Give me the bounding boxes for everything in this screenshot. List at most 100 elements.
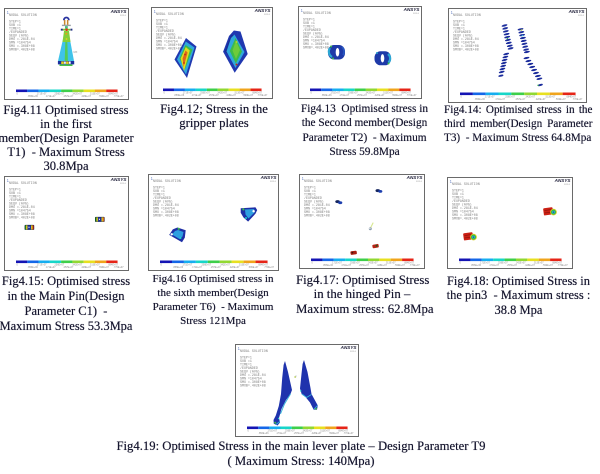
svg-text:SMN =104754: SMN =104754 (9, 40, 31, 44)
svg-text:R13.0: R13.0 (264, 14, 271, 16)
svg-text:.684E+07: .684E+07 (404, 262, 415, 265)
svg-text:SUB =1: SUB =1 (9, 191, 21, 195)
svg-text:.770E+07: .770E+07 (257, 94, 268, 97)
svg-text:.257E+07: .257E+07 (293, 432, 304, 435)
svg-text:.428E+07: .428E+07 (81, 266, 92, 269)
svg-text:0: 0 (17, 264, 19, 267)
svg-text:.599E+07: .599E+07 (555, 98, 566, 101)
svg-text:SMN =104754: SMN =104754 (9, 208, 31, 212)
svg-text:TIME=1: TIME=1 (304, 192, 316, 196)
svg-text:.256E+07: .256E+07 (505, 96, 516, 99)
svg-text:TIME=1: TIME=1 (9, 194, 21, 198)
svg-text:/EXPANDED: /EXPANDED (240, 366, 258, 370)
svg-text:TIME=1: TIME=1 (153, 192, 165, 196)
svg-text:.257E+07: .257E+07 (515, 98, 526, 101)
svg-text:.770E+07: .770E+07 (113, 95, 124, 98)
svg-text:SMXB=.402E+08: SMXB=.402E+08 (9, 215, 35, 219)
svg-text:.513E+07: .513E+07 (385, 262, 396, 265)
svg-text:.171E+07: .171E+07 (484, 96, 495, 99)
svg-text:SEQV (AVG): SEQV (AVG) (304, 199, 324, 203)
svg-text:TIME=1: TIME=1 (452, 195, 464, 199)
svg-text:MX: MX (74, 50, 78, 54)
svg-text:1: 1 (450, 179, 453, 184)
svg-text:SEQV (AVG): SEQV (AVG) (9, 201, 29, 205)
svg-text:.428E+07: .428E+07 (374, 94, 385, 97)
svg-text:DMX =.281E-04: DMX =.281E-04 (453, 37, 479, 41)
svg-text:STEP=1: STEP=1 (303, 17, 315, 21)
svg-text:.257E+07: .257E+07 (359, 264, 370, 267)
svg-text:.770E+07: .770E+07 (113, 266, 124, 269)
svg-text:0: 0 (312, 262, 314, 265)
svg-text:R13.0: R13.0 (120, 15, 127, 17)
svg-text:SMN =104754: SMN =104754 (156, 39, 178, 43)
svg-text:SMX =.308E+08: SMX =.308E+08 (9, 44, 35, 48)
svg-text:.171E+07: .171E+07 (276, 432, 287, 435)
svg-text:SMX =.308E+08: SMX =.308E+08 (9, 212, 35, 216)
svg-text:.599E+07: .599E+07 (243, 94, 254, 97)
svg-text:.770E+07: .770E+07 (343, 432, 354, 435)
svg-text:0: 0 (161, 264, 163, 267)
svg-text:/EXPANDED: /EXPANDED (304, 196, 322, 200)
svg-text:SEQV (AVG): SEQV (AVG) (156, 32, 176, 36)
svg-text:SMX =.308E+08: SMX =.308E+08 (240, 380, 266, 384)
svg-text:.513E+07: .513E+07 (238, 264, 249, 267)
svg-text:DMX =.281E-04: DMX =.281E-04 (9, 37, 35, 41)
svg-text:0: 0 (460, 262, 462, 265)
svg-text:NODAL SOLUTION: NODAL SOLUTION (9, 181, 37, 185)
svg-text:.342E+07: .342E+07 (217, 92, 228, 95)
svg-text:SEQV (AVG): SEQV (AVG) (153, 199, 173, 203)
svg-text:TIME=1: TIME=1 (453, 26, 465, 30)
svg-text:.599E+07: .599E+07 (392, 94, 403, 97)
svg-text:SUB =1: SUB =1 (240, 359, 252, 363)
svg-text:ANSYS: ANSYS (254, 8, 272, 13)
svg-text:.171E+07: .171E+07 (479, 262, 490, 265)
svg-text:.856E+06: .856E+06 (471, 264, 482, 267)
svg-text:DMX =.281E-04: DMX =.281E-04 (452, 206, 478, 210)
svg-text:.257E+07: .257E+07 (63, 95, 74, 98)
svg-text:.342E+07: .342E+07 (365, 92, 376, 95)
svg-text:.856E+06: .856E+06 (323, 264, 334, 267)
svg-text:1: 1 (302, 176, 305, 181)
svg-text:.428E+07: .428E+07 (229, 266, 240, 269)
svg-text:.856E+06: .856E+06 (474, 98, 485, 101)
svg-text:.428E+07: .428E+07 (535, 98, 546, 101)
svg-text:/EXPANDED: /EXPANDED (453, 30, 471, 34)
svg-text:.171E+07: .171E+07 (192, 266, 203, 269)
svg-text:1: 1 (451, 10, 454, 15)
svg-text:DMX =.281E-04: DMX =.281E-04 (304, 203, 330, 207)
svg-text:0: 0 (311, 92, 313, 95)
svg-text:SMX =.308E+08: SMX =.308E+08 (153, 210, 179, 214)
svg-text:.599E+07: .599E+07 (248, 266, 259, 269)
svg-text:DMX =.281E-04: DMX =.281E-04 (156, 36, 182, 40)
svg-text:.856E+06: .856E+06 (321, 94, 332, 97)
svg-text:1: 1 (238, 346, 241, 351)
svg-text:.856E+06: .856E+06 (174, 94, 185, 97)
svg-text:SUB =1: SUB =1 (156, 22, 168, 26)
svg-text:.684E+07: .684E+07 (552, 262, 563, 265)
svg-text:.342E+07: .342E+07 (72, 264, 83, 267)
svg-text:R13.0: R13.0 (413, 13, 420, 15)
svg-text:ANSYS: ANSYS (406, 175, 424, 180)
svg-text:STEP=1: STEP=1 (156, 18, 168, 22)
svg-text:.171E+07: .171E+07 (36, 93, 47, 96)
svg-text:SMN =104754: SMN =104754 (304, 206, 326, 210)
svg-text:SEQV (AVG): SEQV (AVG) (9, 33, 29, 37)
svg-text:0: 0 (461, 96, 463, 99)
svg-text:.342E+07: .342E+07 (302, 430, 313, 433)
svg-text:SMN =104754: SMN =104754 (240, 376, 262, 380)
svg-text:.428E+07: .428E+07 (311, 432, 322, 435)
svg-text:.684E+07: .684E+07 (258, 264, 269, 267)
svg-text:.684E+07: .684E+07 (108, 93, 119, 96)
svg-text:.770E+07: .770E+07 (409, 264, 420, 267)
svg-text:.171E+07: .171E+07 (182, 92, 193, 95)
svg-text:.256E+07: .256E+07 (349, 262, 360, 265)
svg-text:SUB =1: SUB =1 (452, 192, 464, 196)
svg-text:STEP=1: STEP=1 (304, 185, 316, 189)
svg-text:/EXPANDED: /EXPANDED (303, 28, 321, 32)
svg-text:SEQV (AVG): SEQV (AVG) (453, 33, 473, 37)
svg-text:.342E+07: .342E+07 (72, 93, 83, 96)
svg-text:.171E+07: .171E+07 (191, 94, 202, 97)
svg-text:.428E+07: .428E+07 (376, 264, 387, 267)
svg-text:.513E+07: .513E+07 (533, 262, 544, 265)
svg-text:SUB =1: SUB =1 (153, 189, 165, 193)
